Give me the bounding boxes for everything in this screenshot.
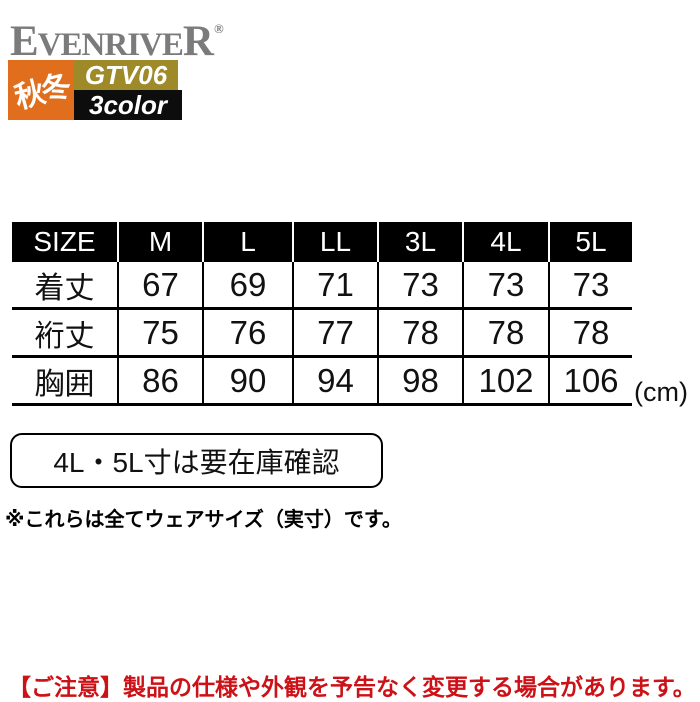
size-table-header-cell: 5L	[548, 222, 632, 262]
table-row-sleeve-length: 裄丈 75 76 77 78 78 78	[12, 308, 632, 358]
registered-trademark-icon: ®	[213, 21, 224, 36]
brand-logo: EVENRIVER®	[10, 8, 224, 72]
row-label: 裄丈	[12, 308, 118, 358]
size-value: 71	[292, 262, 378, 310]
size-value: 78	[462, 308, 549, 358]
brand-logo-last-letter: R	[182, 18, 214, 65]
size-value: 73	[462, 262, 549, 310]
product-badges: 秋冬 GTV06 3color	[8, 60, 182, 120]
size-value: 73	[377, 262, 463, 310]
size-value: 67	[117, 262, 203, 310]
row-label: 着丈	[12, 262, 118, 310]
size-value: 75	[117, 308, 203, 358]
size-value: 77	[292, 308, 378, 358]
table-row-body-length: 着丈 67 69 71 73 73 73	[12, 262, 632, 310]
model-number-badge: GTV06	[74, 60, 178, 90]
size-value: 86	[117, 356, 203, 406]
size-value: 94	[292, 356, 378, 406]
actual-size-note: ※これらは全てウェアサイズ（実寸）です。	[5, 509, 402, 531]
size-table-header-cell: SIZE	[12, 222, 118, 262]
size-value: 78	[548, 308, 632, 358]
season-badge: 秋冬	[8, 60, 74, 120]
size-table-header-cell: L	[202, 222, 293, 262]
row-label: 胸囲	[12, 356, 118, 406]
stock-confirmation-note: 4L・5L寸は要在庫確認	[10, 433, 383, 488]
table-row-chest: 胸囲 86 90 94 98 102 106	[12, 356, 632, 406]
caution-note: 【ご注意】製品の仕様や外観を予告なく変更する場合があります。	[8, 674, 696, 700]
brand-logo-first-letter: E	[10, 18, 39, 65]
color-count-badge: 3color	[74, 90, 182, 120]
size-value: 102	[462, 356, 549, 406]
size-table-header-cell: LL	[292, 222, 378, 262]
size-table-header-row: SIZE M L LL 3L 4L 5L	[12, 222, 632, 262]
size-value: 73	[548, 262, 632, 310]
size-value: 90	[202, 356, 293, 406]
size-value: 98	[377, 356, 463, 406]
size-value: 78	[377, 308, 463, 358]
size-table: SIZE M L LL 3L 4L 5L 着丈 67 69 71 73 73 7…	[12, 222, 632, 406]
unit-label: (cm)	[634, 377, 688, 407]
size-table-header-cell: 4L	[462, 222, 549, 262]
size-value: 69	[202, 262, 293, 310]
size-value: 76	[202, 308, 293, 358]
size-value: 106	[548, 356, 632, 406]
size-table-header-cell: M	[117, 222, 203, 262]
size-table-header-cell: 3L	[377, 222, 463, 262]
brand-logo-middle: VENRIVE	[37, 27, 184, 63]
season-badge-label: 秋冬	[11, 69, 72, 116]
model-color-badge-stack: GTV06 3color	[74, 60, 182, 120]
